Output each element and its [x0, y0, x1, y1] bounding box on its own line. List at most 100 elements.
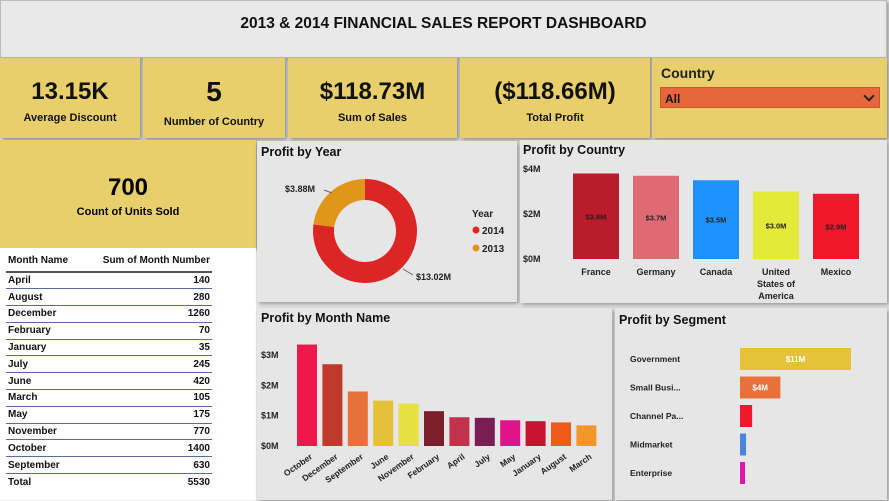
country-dropdown[interactable]: All	[660, 87, 880, 108]
legend-item: 2013	[482, 244, 505, 255]
value-cell: 1260	[81, 305, 212, 323]
kpi-value: 13.15K	[31, 78, 109, 105]
x-tick-label: July	[472, 451, 492, 469]
donut-slice-2013	[313, 179, 365, 228]
legend-item: 2014	[482, 226, 505, 237]
donut-slice-2014	[313, 179, 417, 283]
table-row: July 245	[6, 355, 212, 374]
month-cell: April	[6, 272, 82, 290]
month-cell: February	[6, 322, 82, 340]
month-table-panel: Month Name Sum of Month Number April 140 A…	[0, 248, 256, 500]
kpi-total-profit: ($118.66M) Total Profit	[460, 58, 650, 138]
month-cell: March	[6, 389, 82, 407]
bar-Government	[740, 348, 851, 370]
profit-by-month-panel: Profit by Month Name $0M $1M $2M $3M October…	[257, 308, 612, 500]
bar-February	[424, 411, 444, 446]
leader-line	[323, 189, 333, 194]
y-tick-label: $1M	[261, 411, 279, 421]
kpi-value: $118.73M	[319, 78, 426, 105]
x-tick-label: January	[510, 451, 543, 478]
x-tick-label: August	[538, 451, 568, 476]
month-cell: January	[6, 339, 82, 357]
table-row: August 280	[6, 288, 212, 307]
table-row: January 35	[6, 339, 212, 357]
value-cell: 245	[81, 355, 212, 374]
legend-title: Year	[472, 209, 493, 220]
table-row: April 140	[6, 272, 212, 290]
bar-Enterprise	[740, 462, 746, 484]
kpi-value: ($118.66M)	[494, 78, 616, 105]
kpi-value: 5	[206, 76, 222, 107]
slice-label-2014: $13.02M	[416, 272, 451, 282]
x-tick-label: United	[762, 267, 790, 277]
profit-by-country-panel: Profit by Country $0M $2M $4M $3.8M France $3…	[520, 140, 887, 303]
bar-January	[525, 421, 546, 446]
data-label: $11M	[786, 355, 806, 364]
table-row: September 630	[6, 456, 212, 475]
data-label: $3.5M	[706, 216, 727, 225]
y-tick-label: $2M	[523, 209, 541, 219]
legend-marker	[472, 226, 480, 234]
value-cell: 1400	[81, 439, 212, 458]
data-label: $2.9M	[826, 222, 847, 231]
y-tick-label: Government	[630, 354, 680, 364]
kpi-label: Sum of Sales	[337, 112, 408, 124]
value-cell: 420	[81, 372, 212, 391]
bar-Channel Pa...	[740, 405, 753, 427]
x-tick-label: America	[758, 291, 795, 301]
country-slicer: Country All	[652, 58, 887, 138]
column-header[interactable]: Month Name	[6, 252, 82, 273]
data-label: $4M	[752, 384, 768, 393]
month-cell: August	[6, 288, 82, 307]
table-row: December 1260	[6, 305, 212, 323]
slice-label-2013: $3.88M	[285, 184, 315, 194]
kpi-label: Count of Units Sold	[76, 206, 180, 218]
value-cell: 175	[81, 406, 212, 424]
bar-United States of America	[753, 191, 799, 259]
month-cell: July	[6, 355, 82, 374]
month-cell: June	[6, 372, 82, 391]
x-tick-label: Mexico	[821, 267, 852, 277]
profit-by-year-chart: $3.88M $13.02M Year 2014 2013	[285, 179, 505, 283]
table-row: May 175	[6, 406, 212, 424]
data-label: $3.8M	[586, 212, 607, 221]
kpi-number-of-country: 5 Number of Country	[143, 58, 285, 138]
y-tick-label: $2M	[261, 380, 279, 390]
y-tick-label: Enterprise	[630, 468, 672, 478]
column-header[interactable]: Sum of Month Number	[81, 252, 212, 273]
profit-by-country-chart: $0M $2M $4M $3.8M France $3.7M Germany $3.5M Can…	[523, 164, 859, 301]
bar-April	[449, 417, 470, 446]
value-cell: 770	[81, 423, 212, 441]
profit-by-segment-panel: Profit by Segment Government $11M Small Bu…	[615, 308, 887, 500]
value-cell: 35	[81, 339, 212, 357]
chart-title: Profit by Country	[523, 143, 626, 157]
kpi-sum-of-sales: $118.73M Sum of Sales	[288, 58, 457, 138]
y-tick-label: Midmarket	[630, 440, 673, 450]
month-cell: May	[6, 406, 82, 424]
chart-title: Profit by Segment	[619, 313, 726, 327]
data-label: $3.7M	[646, 213, 667, 222]
x-tick-label: March	[567, 451, 593, 474]
y-tick-label: $4M	[523, 164, 541, 174]
table-row: October 1400	[6, 439, 212, 458]
bar-November	[398, 403, 419, 446]
bar-Small Busi...	[740, 376, 781, 399]
bar-Canada	[693, 180, 739, 259]
title-bar: 2013 & 2014 FINANCIAL SALES REPORT DASHB…	[0, 0, 887, 58]
y-tick-label: Small Busi...	[630, 383, 681, 393]
x-tick-label: States of	[757, 279, 796, 289]
value-cell: 280	[81, 288, 212, 307]
month-table: Month Name Sum of Month Number April 140 A…	[6, 252, 212, 491]
y-tick-label: $0M	[261, 441, 279, 451]
bar-October	[297, 344, 317, 446]
data-label: $3.0M	[766, 221, 787, 230]
kpi-average-discount: 13.15K Average Discount	[0, 58, 140, 138]
leader-line	[402, 268, 414, 276]
value-cell: 105	[81, 389, 212, 407]
bar-March	[576, 425, 597, 446]
month-cell: September	[6, 456, 82, 475]
month-cell: November	[6, 423, 82, 441]
x-tick-label: Germany	[636, 267, 675, 277]
legend-marker	[472, 244, 480, 252]
